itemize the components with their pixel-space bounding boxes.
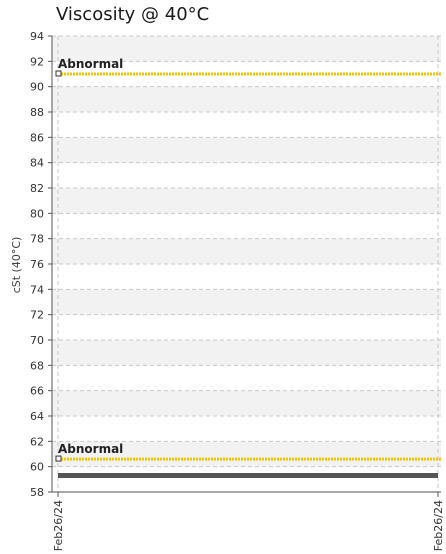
limit-marker [55,70,62,77]
y-tick-label: 84 [30,157,44,170]
plot-band [52,289,441,315]
y-tick-label: 64 [30,410,44,423]
y-tick-label: 74 [30,283,44,296]
y-tick-label: 82 [30,182,44,195]
x-tick-label: Feb26/24 [432,500,445,551]
limit-marker [55,455,62,462]
y-tick-label: 68 [30,359,44,372]
y-tick-label: 76 [30,258,44,271]
chart-title: Viscosity @ 40°C [56,4,210,25]
y-tick-label: 80 [30,207,44,220]
limit-lines: Abnormal Abnormal [55,57,441,462]
y-ticks: 58 60 62 64 66 68 70 72 74 76 78 80 82 84 86 88 90 92 94 [30,30,52,499]
y-tick-label: 62 [30,435,44,448]
y-tick-label: 70 [30,334,44,347]
grid-lines [52,35,441,493]
y-axis-label: cSt (40°C) [10,237,23,294]
limit-label: Abnormal [58,57,123,71]
y-tick-label: 72 [30,309,44,322]
plot-band [52,390,441,416]
plot-bands [52,36,441,467]
y-tick-label: 86 [30,131,44,144]
y-tick-label: 60 [30,461,44,474]
y-tick-label: 66 [30,385,44,398]
plot-band [52,340,441,366]
plot-band [52,238,441,264]
y-tick-label: 88 [30,106,44,119]
x-tick-label: Feb26/24 [52,500,65,551]
plot-band [52,36,441,62]
plot-band [52,441,441,467]
plot-band [52,86,441,112]
plot-band [52,137,441,163]
y-tick-label: 94 [30,30,44,43]
limit-label: Abnormal [58,442,123,456]
y-tick-label: 58 [30,486,44,499]
y-tick-label: 92 [30,55,44,68]
y-tick-label: 78 [30,233,44,246]
x-ticks: Feb26/24 Feb26/24 [52,492,445,551]
y-tick-label: 90 [30,81,44,94]
plot-band [52,188,441,214]
